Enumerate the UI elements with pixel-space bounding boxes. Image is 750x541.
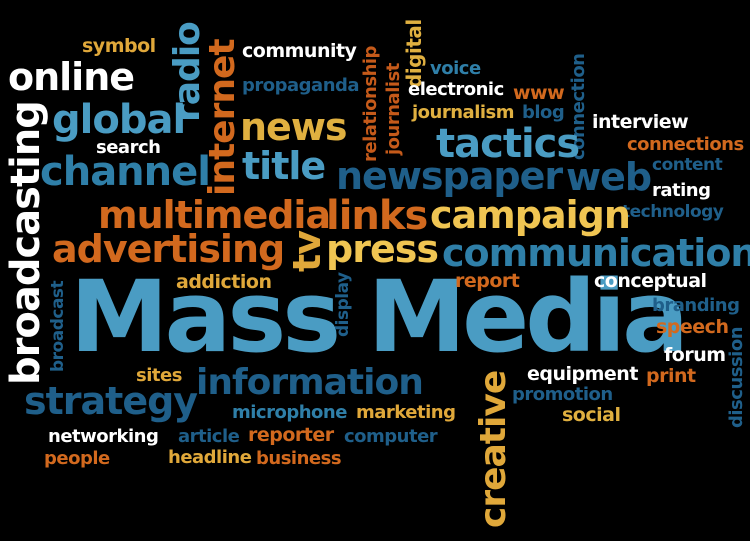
word-radio: radio	[167, 22, 208, 122]
word-people: people	[44, 448, 110, 469]
word-journalist: journalist	[383, 63, 404, 155]
word-broadcast: broadcast	[48, 280, 68, 372]
word-digital: digital	[402, 19, 426, 88]
word-journalism: journalism	[412, 102, 515, 123]
word-article: article	[178, 426, 240, 447]
word-internet: internet	[202, 39, 243, 196]
word-global: global	[52, 97, 186, 143]
word-symbol: symbol	[82, 35, 156, 57]
word-relationship: relationship	[360, 46, 381, 162]
word-report: report	[455, 270, 520, 292]
word-speech: speech	[656, 316, 729, 338]
word-tactics: tactics	[436, 121, 580, 167]
word-communication: communication	[442, 231, 750, 275]
word-blog: blog	[522, 102, 565, 123]
word-sites: sites	[136, 365, 182, 386]
word-business: business	[256, 448, 342, 469]
word-technology: technology	[622, 202, 724, 222]
word-creative: creative	[473, 370, 514, 528]
word-advertising: advertising	[52, 227, 285, 271]
word-forum: forum	[664, 344, 726, 366]
word-multimedia: multimedia	[98, 193, 331, 237]
word-networking: networking	[48, 426, 159, 447]
word-reporter: reporter	[248, 424, 334, 446]
word-conceptual: conceptual	[594, 270, 707, 292]
word-microphone: microphone	[232, 402, 347, 423]
word-online: online	[8, 55, 135, 99]
word-branding: branding	[652, 295, 740, 316]
word-channel: channel	[40, 149, 211, 195]
word-newspaper: newspaper	[336, 154, 563, 198]
word-social: social	[562, 404, 621, 426]
word-voice: voice	[430, 58, 481, 79]
word-broadcasting: broadcasting	[3, 101, 49, 385]
word-tv: tv	[285, 231, 329, 272]
word-electronic: electronic	[408, 79, 504, 100]
word-www: www	[513, 82, 565, 104]
word-information: information	[196, 362, 424, 403]
word-computer: computer	[344, 426, 438, 447]
word-title: title	[242, 144, 326, 188]
word-press: press	[326, 227, 439, 271]
word-web: web	[566, 155, 652, 199]
word-marketing: marketing	[356, 402, 456, 423]
word-connections: connections	[627, 134, 744, 155]
word-propaganda: propaganda	[242, 75, 360, 96]
word-equipment: equipment	[527, 363, 638, 385]
word-search: search	[96, 137, 161, 158]
word-news: news	[240, 105, 348, 149]
word-addiction: addiction	[176, 271, 272, 293]
word-campaign: campaign	[430, 193, 631, 237]
word-rating: rating	[652, 180, 711, 201]
word-display: display	[333, 272, 353, 337]
word-interview: interview	[592, 111, 689, 133]
word-promotion: promotion	[512, 384, 613, 405]
word-community: community	[242, 40, 357, 62]
word-print: print	[646, 365, 696, 387]
word-links: links	[326, 193, 428, 239]
word-discussion: discussion	[726, 326, 747, 428]
word-mass-media: Mass Media	[70, 260, 689, 375]
word-strategy: strategy	[24, 379, 198, 423]
word-content: content	[652, 155, 723, 175]
word-headline: headline	[168, 447, 252, 468]
